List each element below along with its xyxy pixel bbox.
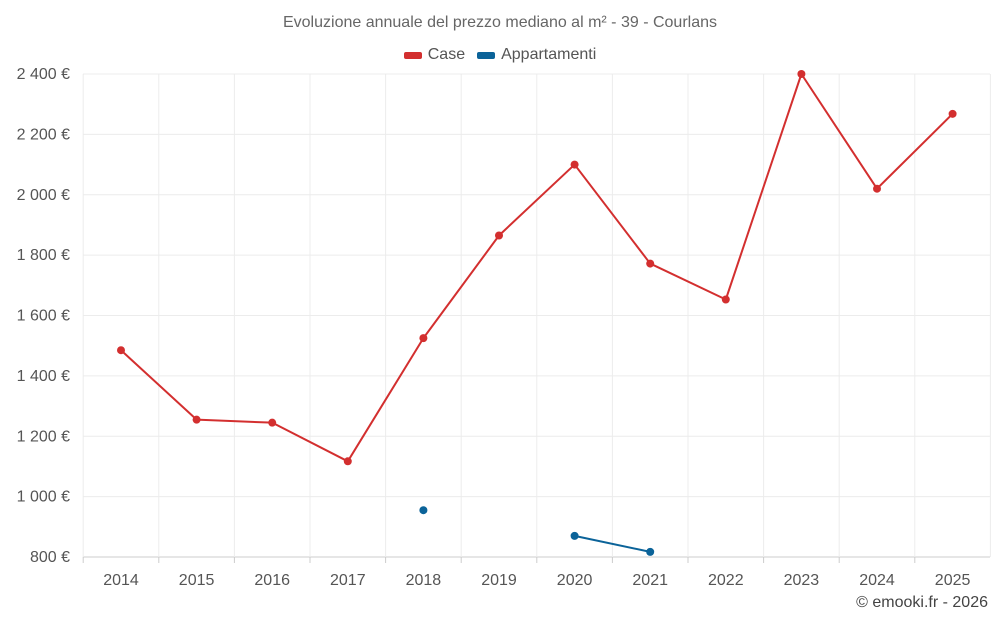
legend-label-appartamenti: Appartamenti (501, 46, 597, 63)
y-tick-label: 1 200 € (17, 428, 70, 445)
chart-legend: Case Appartamenti (0, 46, 1000, 64)
data-point-case (419, 334, 428, 343)
x-tick-label: 2015 (179, 572, 215, 589)
data-point-appartamenti (646, 547, 655, 556)
data-point-case (495, 231, 503, 240)
data-point-case (117, 346, 125, 355)
x-tick-label: 2017 (330, 572, 366, 589)
x-tick-label: 2018 (406, 572, 442, 589)
legend-label-case: Case (427, 46, 466, 63)
series-line-appartamenti (574, 534, 651, 553)
legend-item-appartamenti[interactable]: Appartamenti (477, 46, 596, 64)
x-tick-label: 2024 (859, 572, 895, 589)
x-tick-label: 2016 (254, 572, 290, 589)
y-tick-label: 1 000 € (17, 489, 70, 506)
data-point-case (948, 109, 957, 118)
y-tick-label: 1 800 € (17, 247, 70, 264)
data-point-appartamenti (570, 531, 579, 540)
x-tick-label: 2025 (935, 572, 971, 589)
y-tick-label: 1 600 € (17, 308, 70, 325)
data-point-case (570, 160, 579, 169)
data-point-case (873, 184, 881, 193)
legend-item-case[interactable]: Case (403, 46, 466, 64)
data-point-case (721, 295, 730, 304)
data-point-appartamenti (419, 506, 428, 515)
legend-swatch-appartamenti (477, 51, 496, 59)
x-tick-label: 2021 (632, 572, 668, 589)
x-tick-label: 2022 (708, 572, 744, 589)
x-tick-label: 2019 (481, 572, 517, 589)
legend-swatch-case (403, 51, 422, 59)
series-line-case (120, 73, 954, 463)
credit-text: © emooki.fr - 2026 (856, 594, 988, 611)
data-point-case (268, 418, 277, 427)
y-tick-label: 800 € (30, 549, 70, 566)
data-point-case (646, 259, 655, 268)
data-point-case (797, 70, 806, 78)
x-tick-label: 2020 (557, 572, 593, 589)
chart-title: Evoluzione annuale del prezzo mediano al… (282, 14, 717, 31)
data-point-case (343, 457, 352, 466)
y-tick-label: 2 200 € (17, 126, 70, 143)
data-point-case (192, 415, 201, 424)
y-tick-label: 1 400 € (17, 368, 70, 385)
y-tick-label: 2 400 € (17, 66, 70, 83)
x-tick-label: 2023 (784, 572, 820, 589)
x-tick-label: 2014 (103, 572, 139, 589)
y-tick-label: 2 000 € (17, 187, 70, 204)
